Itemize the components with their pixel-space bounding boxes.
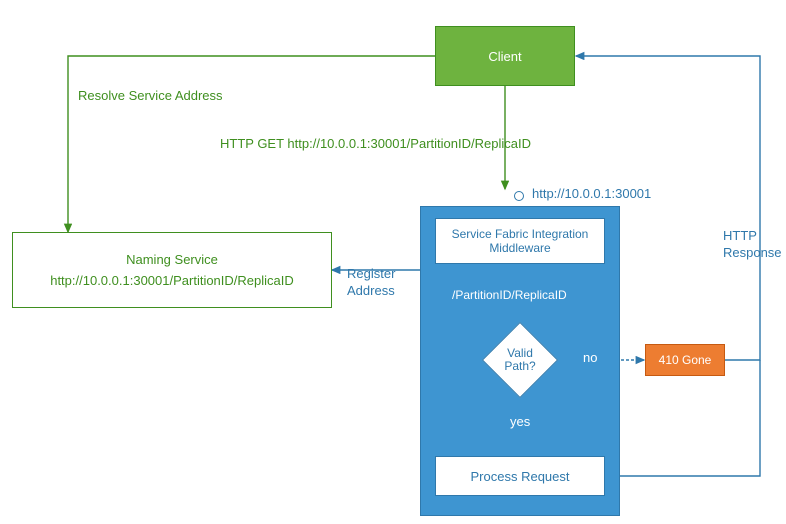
process-request-node: Process Request [435,456,605,496]
valid-path-decision: Valid Path? [493,333,547,387]
middleware-label: Service Fabric Integration Middleware [440,227,600,256]
client-node: Client [435,26,575,86]
port-label: http://10.0.0.1:30001 [532,186,651,201]
port-connector [514,191,524,201]
http-get-label: HTTP GET http://10.0.0.1:30001/Partition… [220,136,531,151]
client-label: Client [488,49,521,64]
naming-service-node: Naming Service http://10.0.0.1:30001/Par… [12,232,332,308]
naming-service-label: Naming Service [126,252,218,267]
path-label: /PartitionID/ReplicaID [452,288,567,302]
gone-label: 410 Gone [659,353,712,367]
middleware-node: Service Fabric Integration Middleware [435,218,605,264]
yes-label: yes [510,414,530,429]
naming-service-url: http://10.0.0.1:30001/PartitionID/Replic… [50,273,294,288]
process-request-label: Process Request [471,469,570,484]
register-label: Register Address [347,266,417,300]
gone-node: 410 Gone [645,344,725,376]
valid-path-label: Valid Path? [495,347,545,373]
no-label: no [583,350,597,365]
resolve-label: Resolve Service Address [78,88,223,103]
http-response-label: HTTP Response [723,228,783,262]
